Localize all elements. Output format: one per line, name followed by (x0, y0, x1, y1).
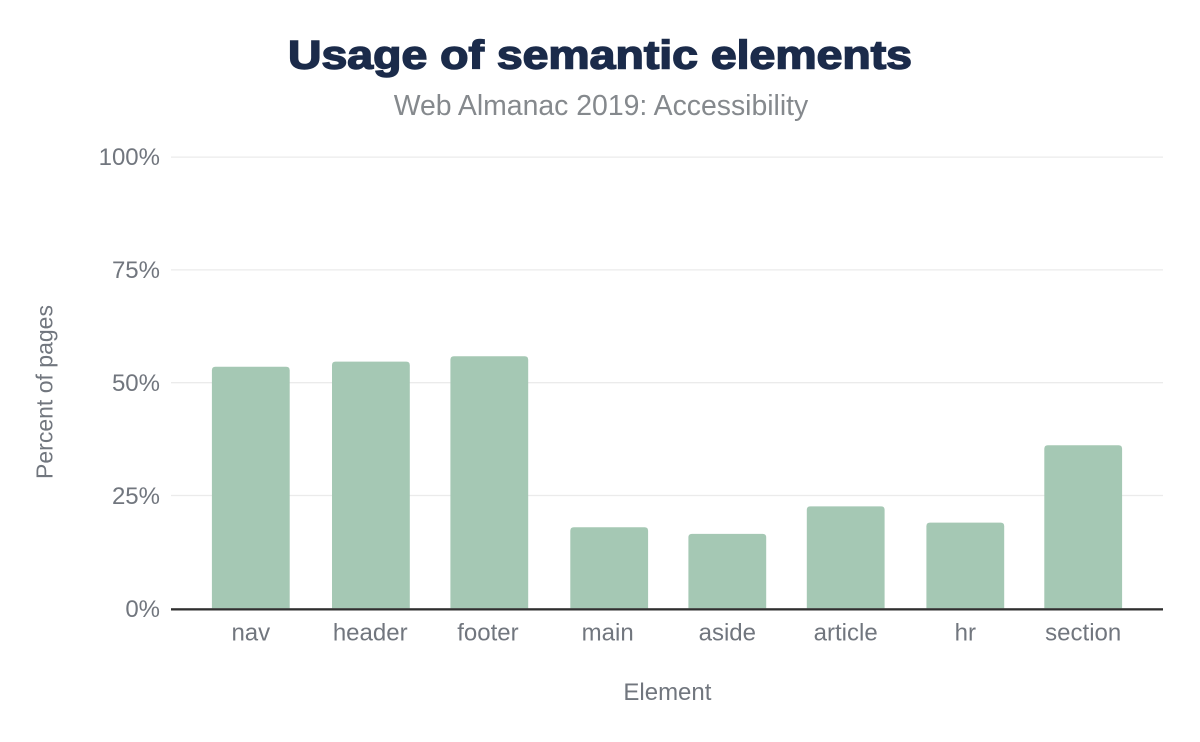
svg-text:article: article (814, 620, 878, 647)
svg-text:Element: Element (623, 679, 711, 706)
svg-text:0%: 0% (125, 596, 160, 623)
svg-text:Web Almanac 2019: Accessibilit: Web Almanac 2019: Accessibility (394, 90, 809, 122)
svg-text:header: header (333, 620, 408, 647)
svg-text:footer: footer (457, 620, 518, 647)
svg-text:section: section (1045, 620, 1121, 647)
svg-text:hr: hr (955, 620, 976, 647)
svg-text:Usage of semantic elements: Usage of semantic elements (288, 34, 912, 78)
svg-text:nav: nav (231, 620, 270, 647)
svg-text:100%: 100% (99, 144, 160, 171)
svg-text:50%: 50% (112, 370, 160, 397)
svg-text:25%: 25% (112, 483, 160, 510)
svg-text:Percent of pages: Percent of pages (32, 305, 58, 479)
svg-text:75%: 75% (112, 257, 160, 284)
svg-text:aside: aside (699, 620, 756, 647)
svg-text:main: main (582, 620, 634, 647)
